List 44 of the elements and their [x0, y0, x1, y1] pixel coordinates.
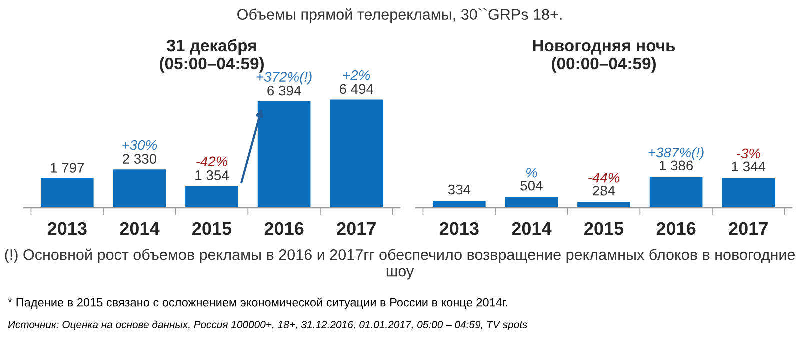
text: * Падение в 2015 связано с осложнением экономической ситуации в России в конце 2014г. [8, 298, 508, 310]
data-label: 504 [520, 180, 543, 191]
text: Объемы прямой телерекламы, 30``GRPs 18+. [238, 8, 562, 24]
text: Источник: Оценка на основе данных, Россия 100000+, 18+, 31.12.2016, 01.01.2017, 05:00 – 04:59, TV spots [8, 320, 528, 331]
bar [256, 100, 312, 208]
bar [648, 176, 704, 208]
data-label: 1 797 [51, 163, 84, 173]
bar [720, 176, 776, 208]
bar [184, 184, 240, 208]
annotation: +30% [122, 140, 158, 150]
bar [432, 200, 488, 208]
annotation: +372%(!) [256, 72, 312, 85]
annotation: -42% [196, 156, 228, 167]
bar [40, 177, 96, 208]
x-tick-label: 2013 [440, 222, 479, 236]
chart-title: Новогодняя ночь (00:00–04:59) [533, 40, 676, 73]
data-label: 1 386 [660, 160, 694, 171]
bar [112, 168, 168, 208]
bar [504, 196, 560, 208]
x-tick-label: 2017 [337, 222, 376, 236]
data-label: 334 [448, 184, 471, 195]
chart-title: 31 декабря (05:00–04:59) [160, 39, 264, 73]
annotation: +2% [343, 70, 370, 80]
annotation: -44% [588, 173, 620, 183]
annotation: -3% [736, 148, 760, 159]
data-label: 6 394 [268, 86, 302, 96]
data-label: 6 494 [340, 84, 374, 94]
x-tick-label: 2015 [584, 222, 624, 236]
data-label: 1 344 [732, 162, 766, 172]
bar [576, 200, 632, 208]
x-tick-label: 2016 [264, 222, 304, 236]
x-tick-label: 2014 [512, 222, 552, 236]
x-tick-label: 2013 [48, 222, 87, 236]
data-label: 284 [593, 186, 616, 196]
x-tick-label: 2017 [729, 222, 768, 236]
annotation: +387%(!) [648, 147, 704, 160]
text: (!) Основной рост объемов рекламы в 2016 и 2017гг обеспечило возвращение рекламных блоков в новогодние шоу [5, 248, 796, 280]
x-tick-label: 2016 [656, 222, 696, 236]
data-label: 2 330 [123, 154, 157, 164]
x-tick-label: 2015 [192, 222, 232, 236]
data-label: 1 354 [196, 170, 229, 180]
bar [328, 98, 384, 208]
annotation: % [526, 168, 538, 178]
x-tick-label: 2014 [120, 222, 160, 236]
